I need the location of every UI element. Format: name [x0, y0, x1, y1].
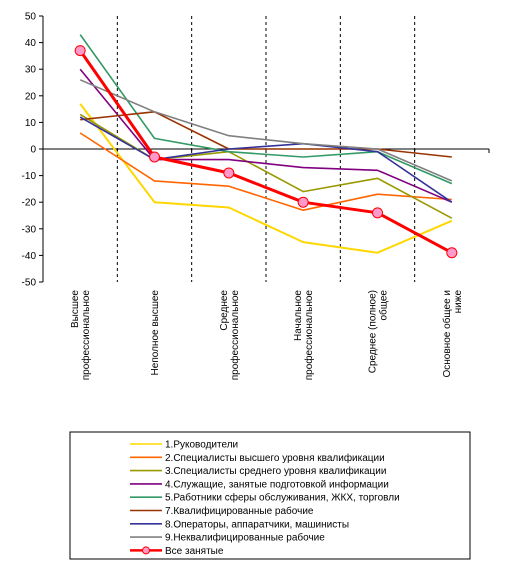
y-tick-label: 30 — [25, 65, 37, 76]
y-tick-label: 0 — [30, 145, 36, 156]
data-point-marker — [74, 45, 86, 57]
category-label: Начальное профессиональное — [293, 290, 315, 381]
category-label-line: Высшее — [70, 290, 81, 328]
category-label-line: Среднее (полное) — [368, 290, 379, 373]
category-label-line: общее — [378, 290, 390, 321]
series-line — [79, 68, 453, 203]
series-line — [80, 111, 452, 158]
category-label: Неполное высшее — [150, 290, 161, 376]
category-labels: Высшее профессиональное Неполное высшее Сре… — [70, 290, 464, 381]
y-tick-label: -50 — [22, 278, 37, 289]
category-label: Среднее (полное) общее — [368, 290, 390, 374]
legend-marker — [142, 546, 150, 555]
category-label: Основное общее и ниже — [441, 290, 464, 378]
series-line — [79, 34, 453, 185]
legend-label: 4.Служащие, занятые подготовкой информац… — [165, 478, 389, 490]
series-line — [79, 116, 453, 203]
category-label-line: Среднее — [219, 290, 230, 331]
data-point-marker — [372, 207, 383, 219]
legend-label: 5.Работники сферы обслуживания, ЖКХ, тор… — [165, 492, 400, 504]
category-label-line: профессиональное — [303, 290, 315, 381]
legend-label: 7.Квалифицированные рабочие — [165, 505, 314, 517]
legend-label: 9.Неквалифицированные рабочие — [165, 532, 325, 544]
legend-label: 2.Специалисты высшего уровня квалификаци… — [165, 452, 385, 464]
y-tick-label: -30 — [22, 224, 37, 235]
data-point-marker — [149, 151, 160, 163]
category-label: Высшее профессиональное — [70, 290, 92, 381]
category-label-line: Начальное — [293, 290, 304, 341]
y-tick-labels: 50 40 30 20 10 0 -10 -20 -30 -40 -50 — [22, 12, 37, 289]
series-line — [79, 79, 453, 182]
legend-label: 3.Специалисты среднего уровня квалификац… — [165, 465, 386, 477]
data-point-marker — [297, 196, 309, 208]
category-label-line: ниже — [453, 290, 464, 314]
y-tick-label: 20 — [25, 91, 37, 102]
legend-label: 8.Операторы, аппаратчики, машинисты — [165, 519, 349, 530]
category-label-line: Основное общее и — [441, 290, 453, 378]
series-line — [79, 103, 453, 254]
series-lines — [78, 34, 453, 255]
y-tick-label: -20 — [22, 198, 37, 209]
y-tick-label: -40 — [22, 251, 37, 262]
y-tick-label: 40 — [25, 38, 37, 49]
category-label-line: профессиональное — [229, 290, 241, 381]
category-label-line: Неполное высшее — [150, 290, 161, 376]
data-point-marker — [223, 167, 235, 179]
data-point-marker — [446, 247, 458, 259]
category-label: Среднее профессиональное — [219, 290, 241, 381]
legend-label: Все занятые — [165, 546, 224, 557]
series-line — [78, 49, 453, 255]
series-markers — [74, 45, 458, 259]
y-tick-label: -10 — [22, 171, 37, 182]
category-label-line: профессиональное — [80, 290, 92, 381]
y-tick-label: 50 — [25, 12, 37, 23]
y-tick-label: 10 — [25, 118, 37, 129]
legend-label: 1.Руководители — [165, 440, 238, 451]
series-line — [79, 132, 452, 211]
